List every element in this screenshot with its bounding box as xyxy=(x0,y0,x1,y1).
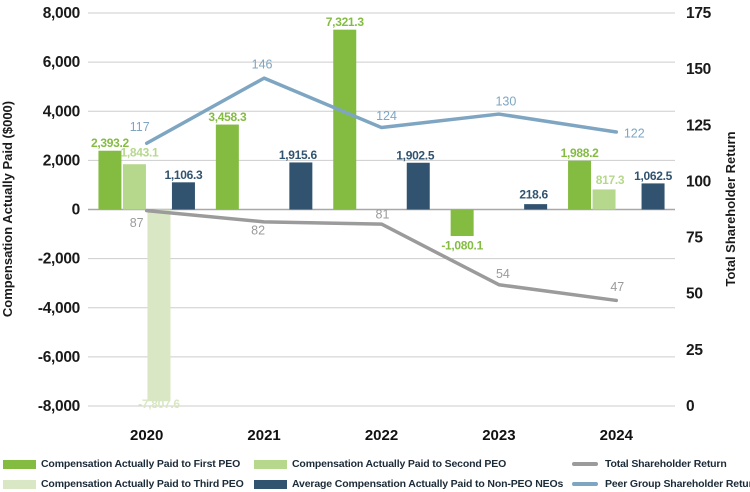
legend-label-third-peo: Compensation Actually Paid to Third PEO xyxy=(41,478,244,490)
right-axis-tick-label: 125 xyxy=(686,117,712,134)
bar xyxy=(122,164,146,210)
bar xyxy=(147,209,171,402)
bar xyxy=(524,204,548,210)
bar-value-label: -7,807.6 xyxy=(138,397,180,411)
right-axis-tick-label: 0 xyxy=(686,398,694,415)
right-axis-tick-label: 50 xyxy=(686,286,703,303)
x-axis-year-label: 2024 xyxy=(600,427,634,444)
line-value-label: 82 xyxy=(251,223,265,237)
right-axis-tick-label: 150 xyxy=(686,61,711,78)
left-axis-title: Compensation Actually Paid ($000) xyxy=(0,101,15,317)
bar xyxy=(333,29,357,210)
bar-value-label: 3,458.3 xyxy=(208,110,247,124)
line-value-label: 87 xyxy=(130,216,144,230)
right-axis-tick-label: 25 xyxy=(686,342,703,359)
bar xyxy=(289,162,313,210)
bar-value-label: 1,915.6 xyxy=(279,148,318,162)
bar xyxy=(171,182,195,210)
legend-label-first-peo: Compensation Actually Paid to First PEO xyxy=(41,458,241,470)
bar-value-label: 817.3 xyxy=(596,173,625,187)
legend-label-peer-group-shareholder-return: Peer Group Shareholder Return xyxy=(605,478,750,490)
legend-label-non-peo-neos: Average Compensation Actually Paid to No… xyxy=(292,478,564,490)
bar xyxy=(450,209,474,237)
bar-value-label: 7,321.3 xyxy=(326,15,365,29)
bar xyxy=(98,150,122,210)
bar-value-label: 2,393.2 xyxy=(91,136,130,150)
legend-item-second-peo: Compensation Actually Paid to Second PEO xyxy=(254,454,563,474)
x-axis-year-label: 2023 xyxy=(482,427,515,444)
bar-value-label: -1,080.1 xyxy=(441,239,483,253)
x-axis-year-label: 2022 xyxy=(365,427,398,444)
legend-label-total-shareholder-return: Total Shareholder Return xyxy=(605,458,727,470)
x-axis-year-label: 2020 xyxy=(130,427,163,444)
bar xyxy=(406,162,430,210)
legend-swatch-third-peo xyxy=(3,479,36,489)
legend-column-2: Compensation Actually Paid to Second PEO… xyxy=(254,454,563,492)
line-value-label: 146 xyxy=(252,58,273,72)
left-axis-tick-label: 2,000 xyxy=(43,152,80,169)
bar-value-label: 1,988.2 xyxy=(561,146,600,160)
right-axis-tick-label: 100 xyxy=(686,173,711,190)
legend-item-non-peo-neos: Average Compensation Actually Paid to No… xyxy=(254,474,563,492)
left-axis-tick-label: 0 xyxy=(72,202,80,219)
legend-item-third-peo: Compensation Actually Paid to Third PEO xyxy=(3,474,244,492)
left-axis-tick-label: -6,000 xyxy=(38,349,80,366)
line-value-label: 117 xyxy=(130,120,150,134)
legend: Compensation Actually Paid to First PEO … xyxy=(0,454,750,492)
left-axis-tick-label: -4,000 xyxy=(38,300,80,317)
line-value-label: 81 xyxy=(376,208,390,222)
line-value-label: 47 xyxy=(610,280,624,294)
legend-label-second-peo: Compensation Actually Paid to Second PEO xyxy=(292,458,507,470)
line xyxy=(144,208,619,303)
legend-item-total-shareholder-return: Total Shareholder Return xyxy=(572,454,750,474)
left-axis-tick-label: 4,000 xyxy=(43,103,80,120)
bar-value-label: 1,062.5 xyxy=(634,169,673,183)
bar xyxy=(592,189,616,210)
line-value-label: 54 xyxy=(496,267,510,281)
bar-value-label: 1,843.1 xyxy=(120,146,159,160)
legend-swatch-first-peo xyxy=(3,459,36,469)
legend-swatch-second-peo xyxy=(254,459,287,469)
line-value-label: 122 xyxy=(624,127,645,141)
right-axis-title: Total Shareholder Return xyxy=(723,131,738,286)
bar-value-label: 1,106.3 xyxy=(164,168,203,182)
bar xyxy=(215,124,239,210)
x-axis-year-label: 2021 xyxy=(247,427,280,444)
legend-column-1: Compensation Actually Paid to First PEO … xyxy=(3,454,244,492)
line xyxy=(144,76,619,146)
left-axis-tick-label: 8,000 xyxy=(43,5,80,22)
legend-item-first-peo: Compensation Actually Paid to First PEO xyxy=(3,454,244,474)
bar xyxy=(568,160,592,210)
left-axis-tick-label: -8,000 xyxy=(38,398,80,415)
right-axis-tick-label: 175 xyxy=(686,5,712,22)
chart-plot-area: 8,000 6,000 4,000 2,000 0 -2,000 -4,000 -6,000 -… xyxy=(0,5,738,444)
legend-item-peer-group-shareholder-return: Peer Group Shareholder Return xyxy=(572,474,750,492)
left-axis-tick-label: -2,000 xyxy=(38,251,80,268)
right-axis-tick-label: 75 xyxy=(686,230,703,247)
line-value-label: 130 xyxy=(495,95,516,109)
legend-column-3: Total Shareholder Return Peer Group Shar… xyxy=(572,454,750,492)
left-axis-tick-label: 6,000 xyxy=(43,54,80,71)
bar-value-label: 1,902.5 xyxy=(396,148,435,162)
legend-swatch-non-peo-neos xyxy=(254,479,287,489)
legend-swatch-peer-group-shareholder-return xyxy=(572,482,598,486)
legend-swatch-total-shareholder-return xyxy=(572,462,598,466)
bar xyxy=(641,183,665,210)
bar-value-label: 218.6 xyxy=(519,188,548,202)
line-value-label: 124 xyxy=(376,109,397,123)
